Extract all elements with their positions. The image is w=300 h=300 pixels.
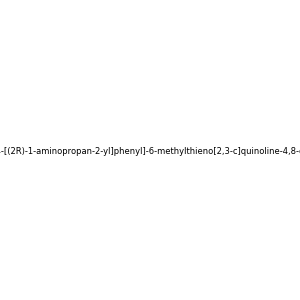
Text: 9-[4-[(2R)-1-aminopropan-2-yl]phenyl]-6-methylthieno[2,3-c]quinoline-4,8-dione: 9-[4-[(2R)-1-aminopropan-2-yl]phenyl]-6-… [0,147,300,156]
